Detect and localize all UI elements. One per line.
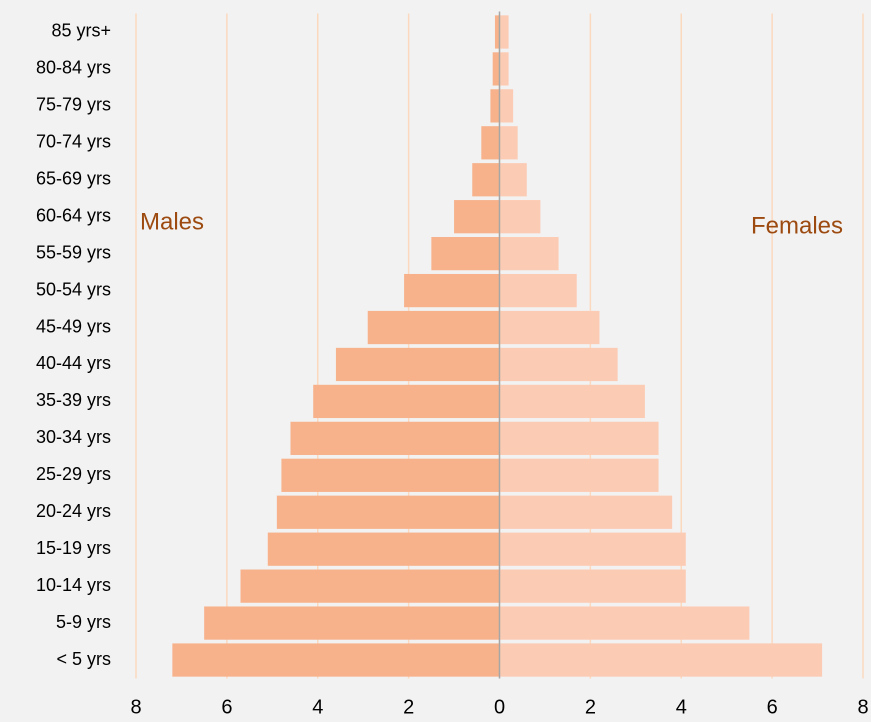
- series-label: Females: [751, 212, 843, 239]
- bar: [240, 569, 500, 603]
- bar: [313, 384, 500, 419]
- bar: [499, 200, 541, 234]
- bar: [499, 384, 645, 419]
- bar: [499, 606, 750, 640]
- x-tick-label: 6: [221, 696, 232, 718]
- bar: [499, 310, 600, 345]
- bar: [499, 495, 673, 529]
- y-tick-label: 75-79 yrs: [36, 95, 111, 115]
- bar: [404, 273, 500, 308]
- x-tick-label: 4: [312, 696, 323, 718]
- y-tick-label: 85 yrs+: [51, 21, 111, 41]
- bar: [499, 52, 509, 86]
- bar: [276, 495, 500, 529]
- bar: [172, 643, 500, 677]
- y-tick-label: 80-84 yrs: [36, 58, 111, 78]
- x-tick-label: 0: [494, 696, 505, 718]
- bar: [267, 532, 500, 566]
- y-tick-label: 60-64 yrs: [36, 205, 111, 225]
- y-tick-label: 15-19 yrs: [36, 538, 111, 558]
- bar: [499, 126, 518, 160]
- x-tick-label: 2: [585, 696, 596, 718]
- series-label: Males: [140, 208, 204, 235]
- bar: [281, 458, 500, 492]
- bar: [499, 532, 686, 566]
- bar: [499, 569, 686, 603]
- bar: [499, 421, 659, 455]
- x-tick-label: 2: [403, 696, 414, 718]
- bar: [499, 89, 514, 123]
- y-tick-label: 20-24 yrs: [36, 501, 111, 521]
- bar: [499, 15, 509, 49]
- bar: [499, 643, 823, 677]
- bar: [335, 347, 500, 382]
- x-tick-label: 4: [676, 696, 687, 718]
- y-tick-label: 5-9 yrs: [56, 612, 111, 632]
- x-tick-label: 6: [767, 696, 778, 718]
- y-tick-label: 10-14 yrs: [36, 575, 111, 595]
- bar: [490, 89, 500, 123]
- y-tick-label: 40-44 yrs: [36, 353, 111, 373]
- bar: [499, 273, 577, 308]
- bar: [367, 310, 500, 345]
- bar: [454, 200, 500, 234]
- y-tick-label: 45-49 yrs: [36, 316, 111, 336]
- y-tick-label: 25-29 yrs: [36, 464, 111, 484]
- bar: [494, 15, 500, 49]
- y-tick-label: 35-39 yrs: [36, 390, 111, 410]
- bar: [204, 606, 500, 640]
- bar: [499, 458, 659, 492]
- x-tick-label: 8: [857, 696, 868, 718]
- y-tick-label: 70-74 yrs: [36, 132, 111, 152]
- y-tick-label: 30-34 yrs: [36, 427, 111, 447]
- y-tick-label: < 5 yrs: [56, 649, 111, 669]
- y-tick-label: 65-69 yrs: [36, 169, 111, 189]
- bar: [431, 237, 500, 271]
- bar: [499, 237, 559, 271]
- x-tick-label: 8: [130, 696, 141, 718]
- bar: [499, 163, 527, 197]
- bar: [472, 163, 500, 197]
- bar: [492, 52, 500, 86]
- bar: [290, 421, 500, 455]
- bar: [499, 347, 618, 382]
- y-tick-label: 55-59 yrs: [36, 242, 111, 262]
- bar: [481, 126, 500, 160]
- y-tick-label: 50-54 yrs: [36, 279, 111, 299]
